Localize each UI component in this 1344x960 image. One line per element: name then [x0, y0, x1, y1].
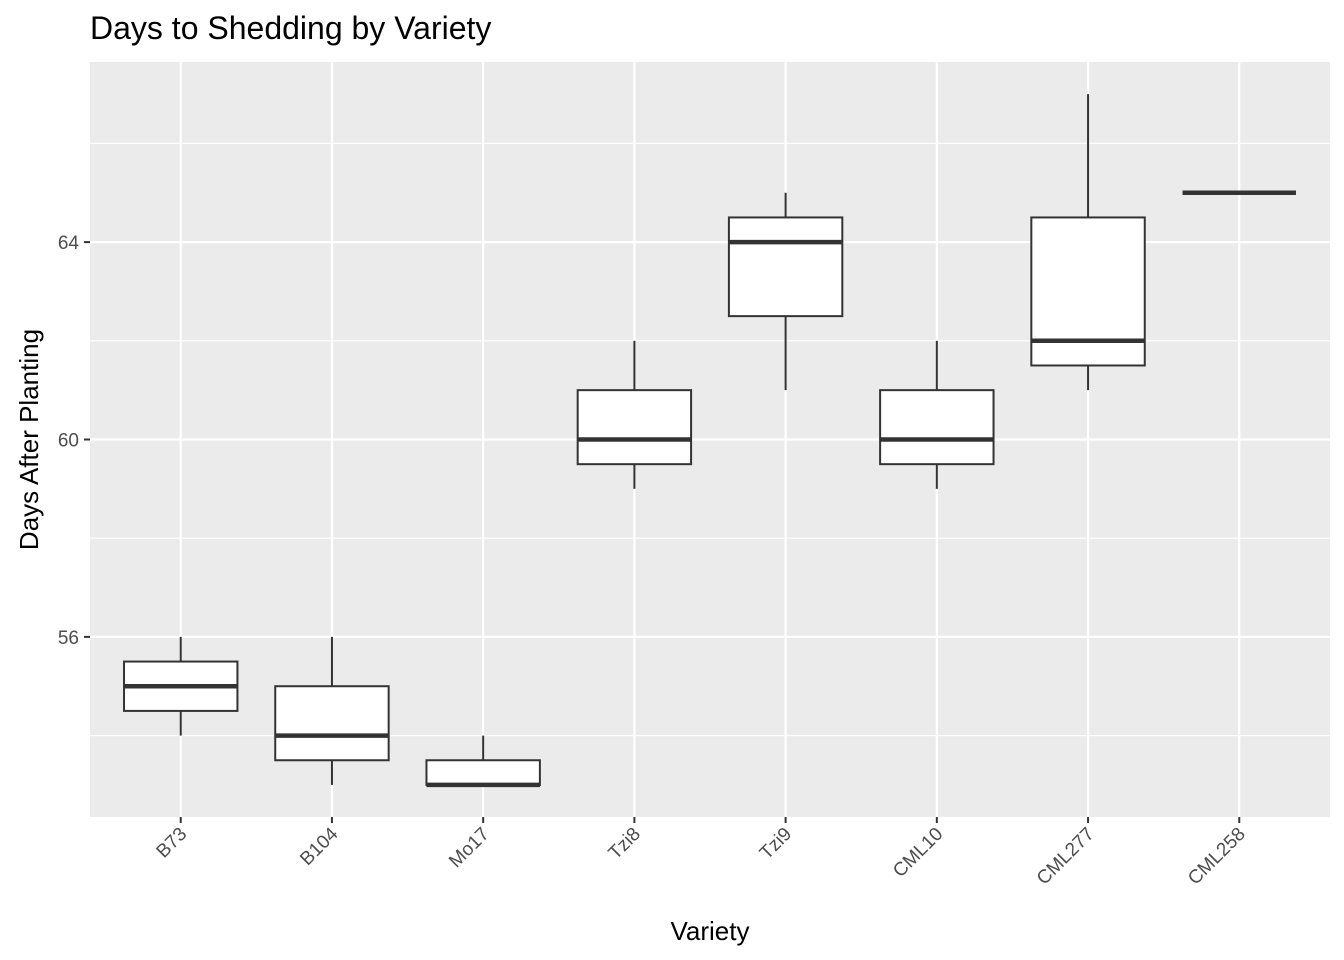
x-axis-title: Variety	[671, 916, 750, 946]
y-axis-title: Days After Planting	[14, 329, 44, 550]
y-tick-label: 64	[58, 233, 80, 254]
box-iqr	[879, 389, 995, 466]
x-tick-label: CML10	[889, 824, 947, 882]
x-tick-label: Mo17	[445, 824, 493, 872]
x-tick-label: CML258	[1184, 824, 1250, 890]
box-iqr	[425, 759, 541, 786]
box-tzi9	[727, 192, 844, 391]
x-tick-label: Tzi9	[756, 824, 796, 864]
x-tick-label: CML277	[1033, 824, 1099, 890]
y-tick-label: 56	[58, 628, 79, 649]
box-cml10	[879, 340, 995, 489]
box-iqr	[274, 685, 390, 762]
x-tick-label: B73	[153, 824, 192, 863]
axis-ticks	[84, 241, 1241, 823]
y-tick-label: 60	[58, 431, 79, 452]
box-b104	[274, 636, 390, 785]
chart-title: Days to Shedding by Variety	[90, 10, 492, 46]
x-tick-label: B104	[296, 823, 343, 870]
box-mo17	[425, 735, 541, 788]
box-iqr	[1030, 216, 1146, 367]
box-b73	[123, 636, 239, 736]
box-iqr	[727, 216, 844, 318]
box-iqr	[576, 389, 693, 466]
box-series	[123, 94, 1296, 788]
box-cml277	[1030, 94, 1146, 391]
box-tzi8	[576, 340, 693, 489]
x-tick-label: Tzi8	[605, 824, 645, 864]
